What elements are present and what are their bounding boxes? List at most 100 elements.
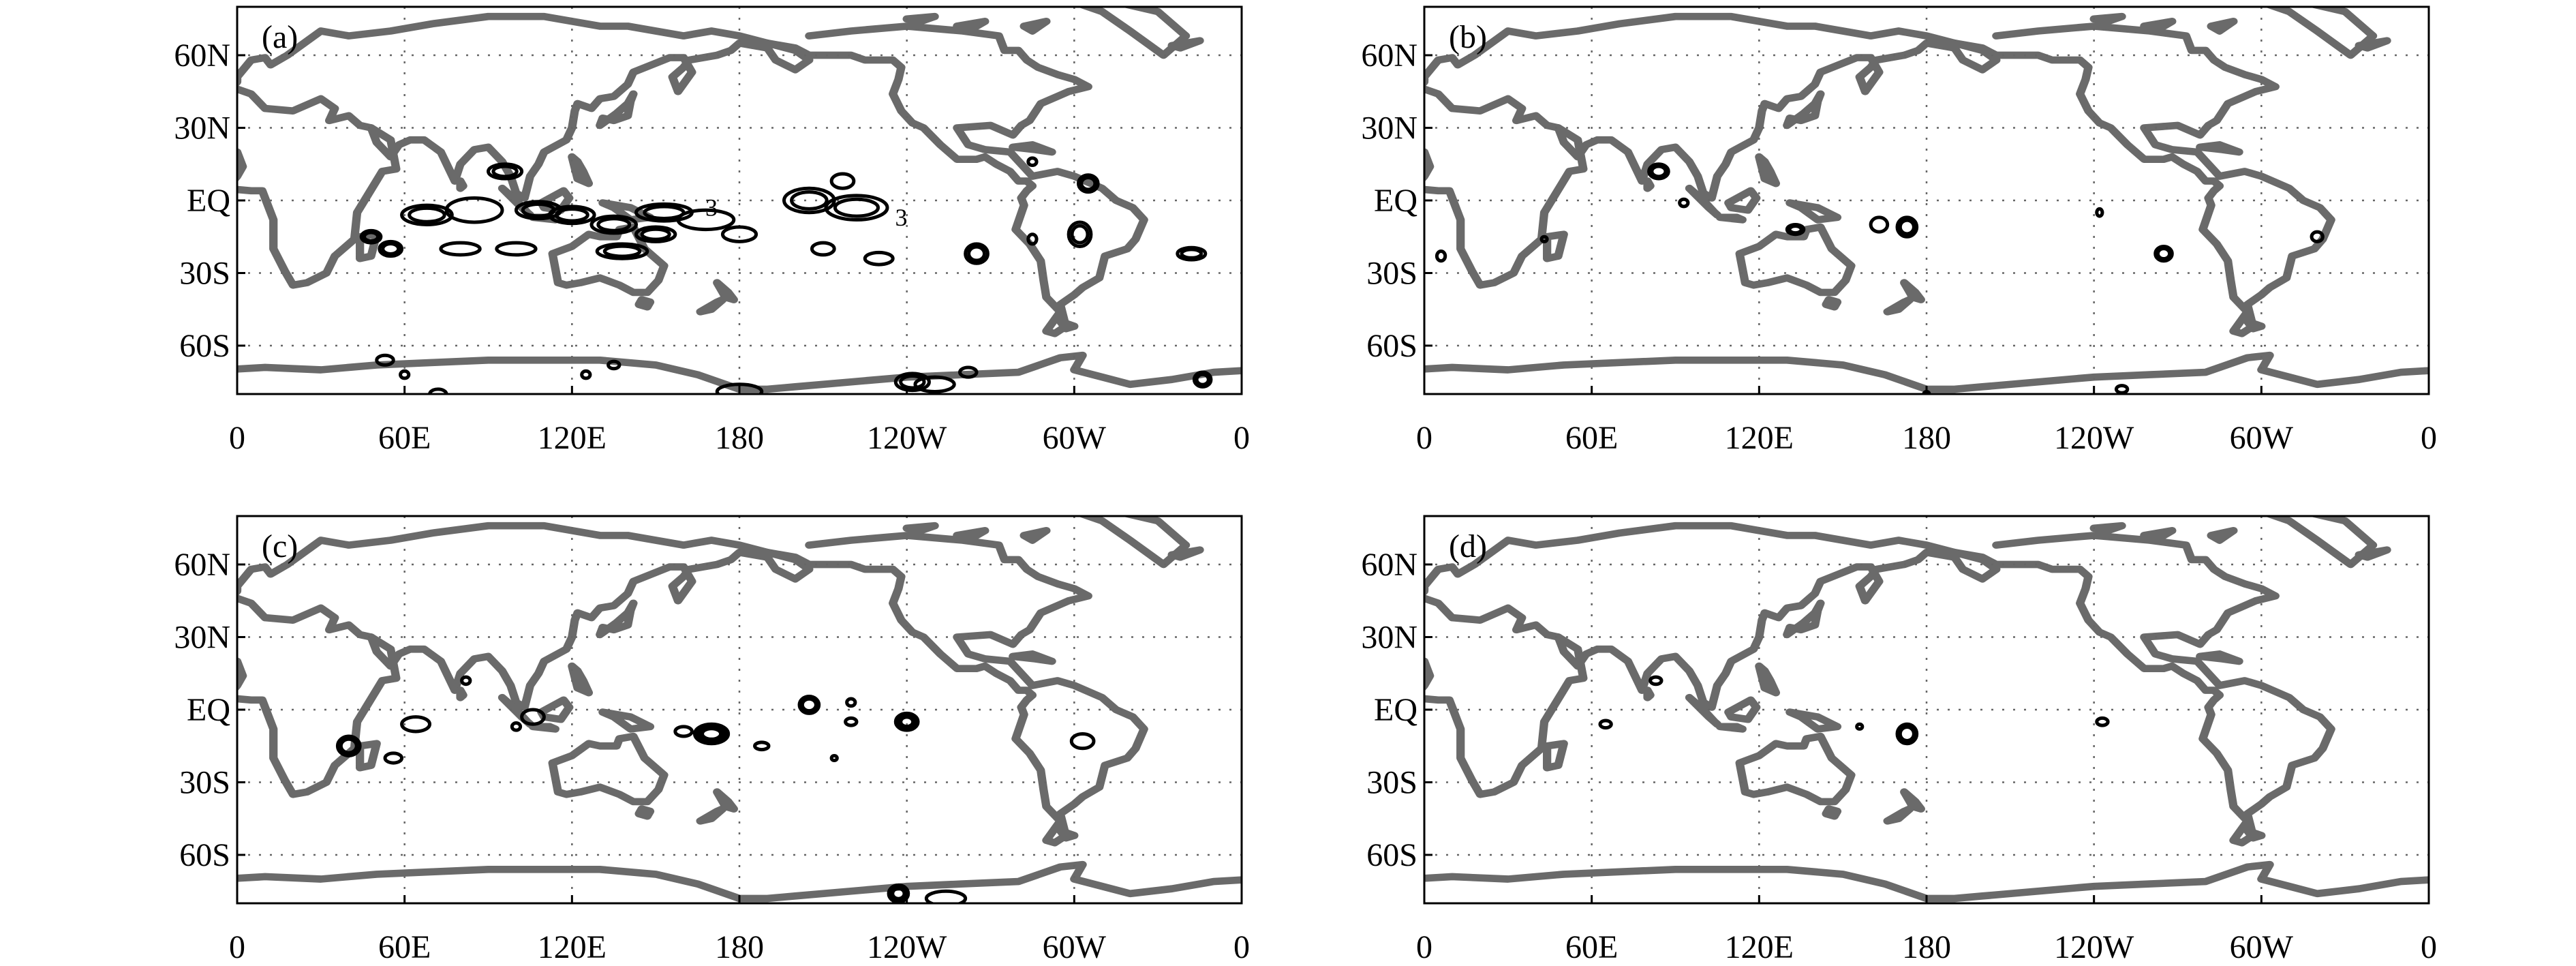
contour-line (1079, 175, 1097, 192)
contour-line (2114, 384, 2130, 394)
contour-line (893, 372, 931, 393)
y-tick-label: 30N (174, 110, 230, 147)
contour-line (899, 715, 915, 729)
x-tick-label: 120W (2054, 420, 2134, 456)
contour-line (2095, 207, 2104, 218)
map-panel: 0 60E 120E 180 120W 60W 0 60N 30N EQ 30S 60S (d) (1361, 511, 2442, 965)
y-tick-label: 60N (1361, 547, 1417, 583)
coastline (189, 511, 1255, 899)
x-tick-label: 180 (715, 929, 764, 965)
y-tick-label: 30N (1361, 620, 1417, 656)
contour-line (824, 194, 889, 222)
contour-line (399, 369, 411, 380)
contour-line (1026, 232, 1039, 246)
contour-line (602, 244, 642, 258)
x-tick-label: 60E (1565, 420, 1618, 456)
x-tick-label: 0 (1416, 420, 1432, 456)
contour-line (1649, 675, 1663, 686)
panel-label: (b) (1449, 19, 1487, 55)
contour-line (339, 737, 358, 755)
contour-line (444, 196, 504, 224)
contour-line (2310, 230, 2325, 243)
y-tick-label: 30S (1366, 765, 1417, 801)
contour-line (913, 375, 956, 393)
x-tick-label: 60W (2230, 420, 2294, 456)
contour-group (1435, 162, 2325, 394)
contour-line (1650, 164, 1668, 179)
contour-line (833, 197, 880, 218)
y-tick-label: 60N (174, 547, 230, 583)
x-tick-label: 180 (715, 420, 764, 456)
coastline (1377, 511, 2442, 899)
contour-line (1869, 215, 1890, 234)
x-tick-label: 0 (1416, 929, 1432, 965)
contour-line (1192, 370, 1213, 389)
contour-line (753, 740, 771, 752)
map-panel: 0 60E 120E 180 120W 60W 0 60N 30N EQ 30S 60S (b) (1361, 2, 2442, 456)
contour-line (548, 205, 596, 226)
x-tick-label: 0 (229, 420, 245, 456)
contour-line (1026, 156, 1039, 168)
contour-line (1070, 224, 1090, 245)
x-tick-label: 180 (1902, 420, 1951, 456)
contour-line (967, 245, 986, 262)
contour-line (1895, 215, 1919, 239)
contour-line (957, 365, 979, 379)
contour-line (375, 353, 395, 367)
y-tick-label: 60S (179, 837, 230, 873)
contour-line (495, 241, 538, 257)
y-tick-label: EQ (1374, 183, 1417, 219)
contour-line (2095, 716, 2110, 727)
contour-line (924, 889, 968, 903)
contour-line (1898, 725, 1916, 742)
contour-line (829, 753, 839, 763)
contour-line (844, 716, 859, 727)
x-tick-label: 180 (1902, 929, 1951, 965)
y-tick-label: 30N (174, 620, 230, 656)
contour-line (1647, 162, 1670, 181)
contour-line (486, 162, 524, 181)
contour-line (829, 172, 856, 190)
contour-line (428, 387, 448, 394)
contour-group (1598, 675, 2110, 746)
contour-line (1539, 235, 1549, 243)
contour-line (715, 382, 764, 394)
contour-line (1067, 220, 1093, 248)
contour-line (797, 694, 821, 715)
contour-line (596, 217, 632, 232)
y-tick-label: 60S (1366, 328, 1417, 364)
contour-line (701, 727, 723, 741)
contour-line (1898, 218, 1916, 236)
panel-label: (d) (1449, 528, 1487, 564)
x-tick-label: 0 (1233, 420, 1250, 456)
panel-label: (c) (262, 528, 298, 564)
coastline (1377, 2, 2442, 389)
contour-line (1076, 173, 1100, 194)
contour-line (378, 239, 404, 258)
contour-group (335, 675, 1096, 903)
y-tick-label: EQ (187, 692, 230, 728)
contour-line (845, 697, 857, 708)
contour-line (720, 225, 758, 243)
contour-line (891, 886, 906, 901)
contour-line (1678, 197, 1690, 209)
contour-line (673, 725, 694, 738)
x-tick-label: 60W (2230, 929, 2294, 965)
contour-line (1195, 372, 1210, 387)
contour-line (790, 190, 829, 211)
contour-line (2153, 244, 2174, 263)
contour-line (359, 228, 383, 245)
contour-line (439, 241, 482, 257)
contour-label: 3 (705, 194, 718, 222)
contour-line (1180, 247, 1203, 260)
contour-line (863, 250, 895, 267)
contour-line (520, 708, 546, 726)
contour-line (554, 207, 589, 223)
x-tick-label: 0 (2421, 929, 2437, 965)
x-tick-label: 60E (378, 420, 431, 456)
contour-line (335, 734, 362, 757)
coastline (189, 2, 1255, 389)
contour-line (510, 721, 523, 732)
contour-line (964, 242, 990, 265)
x-tick-label: 60W (1043, 929, 1107, 965)
